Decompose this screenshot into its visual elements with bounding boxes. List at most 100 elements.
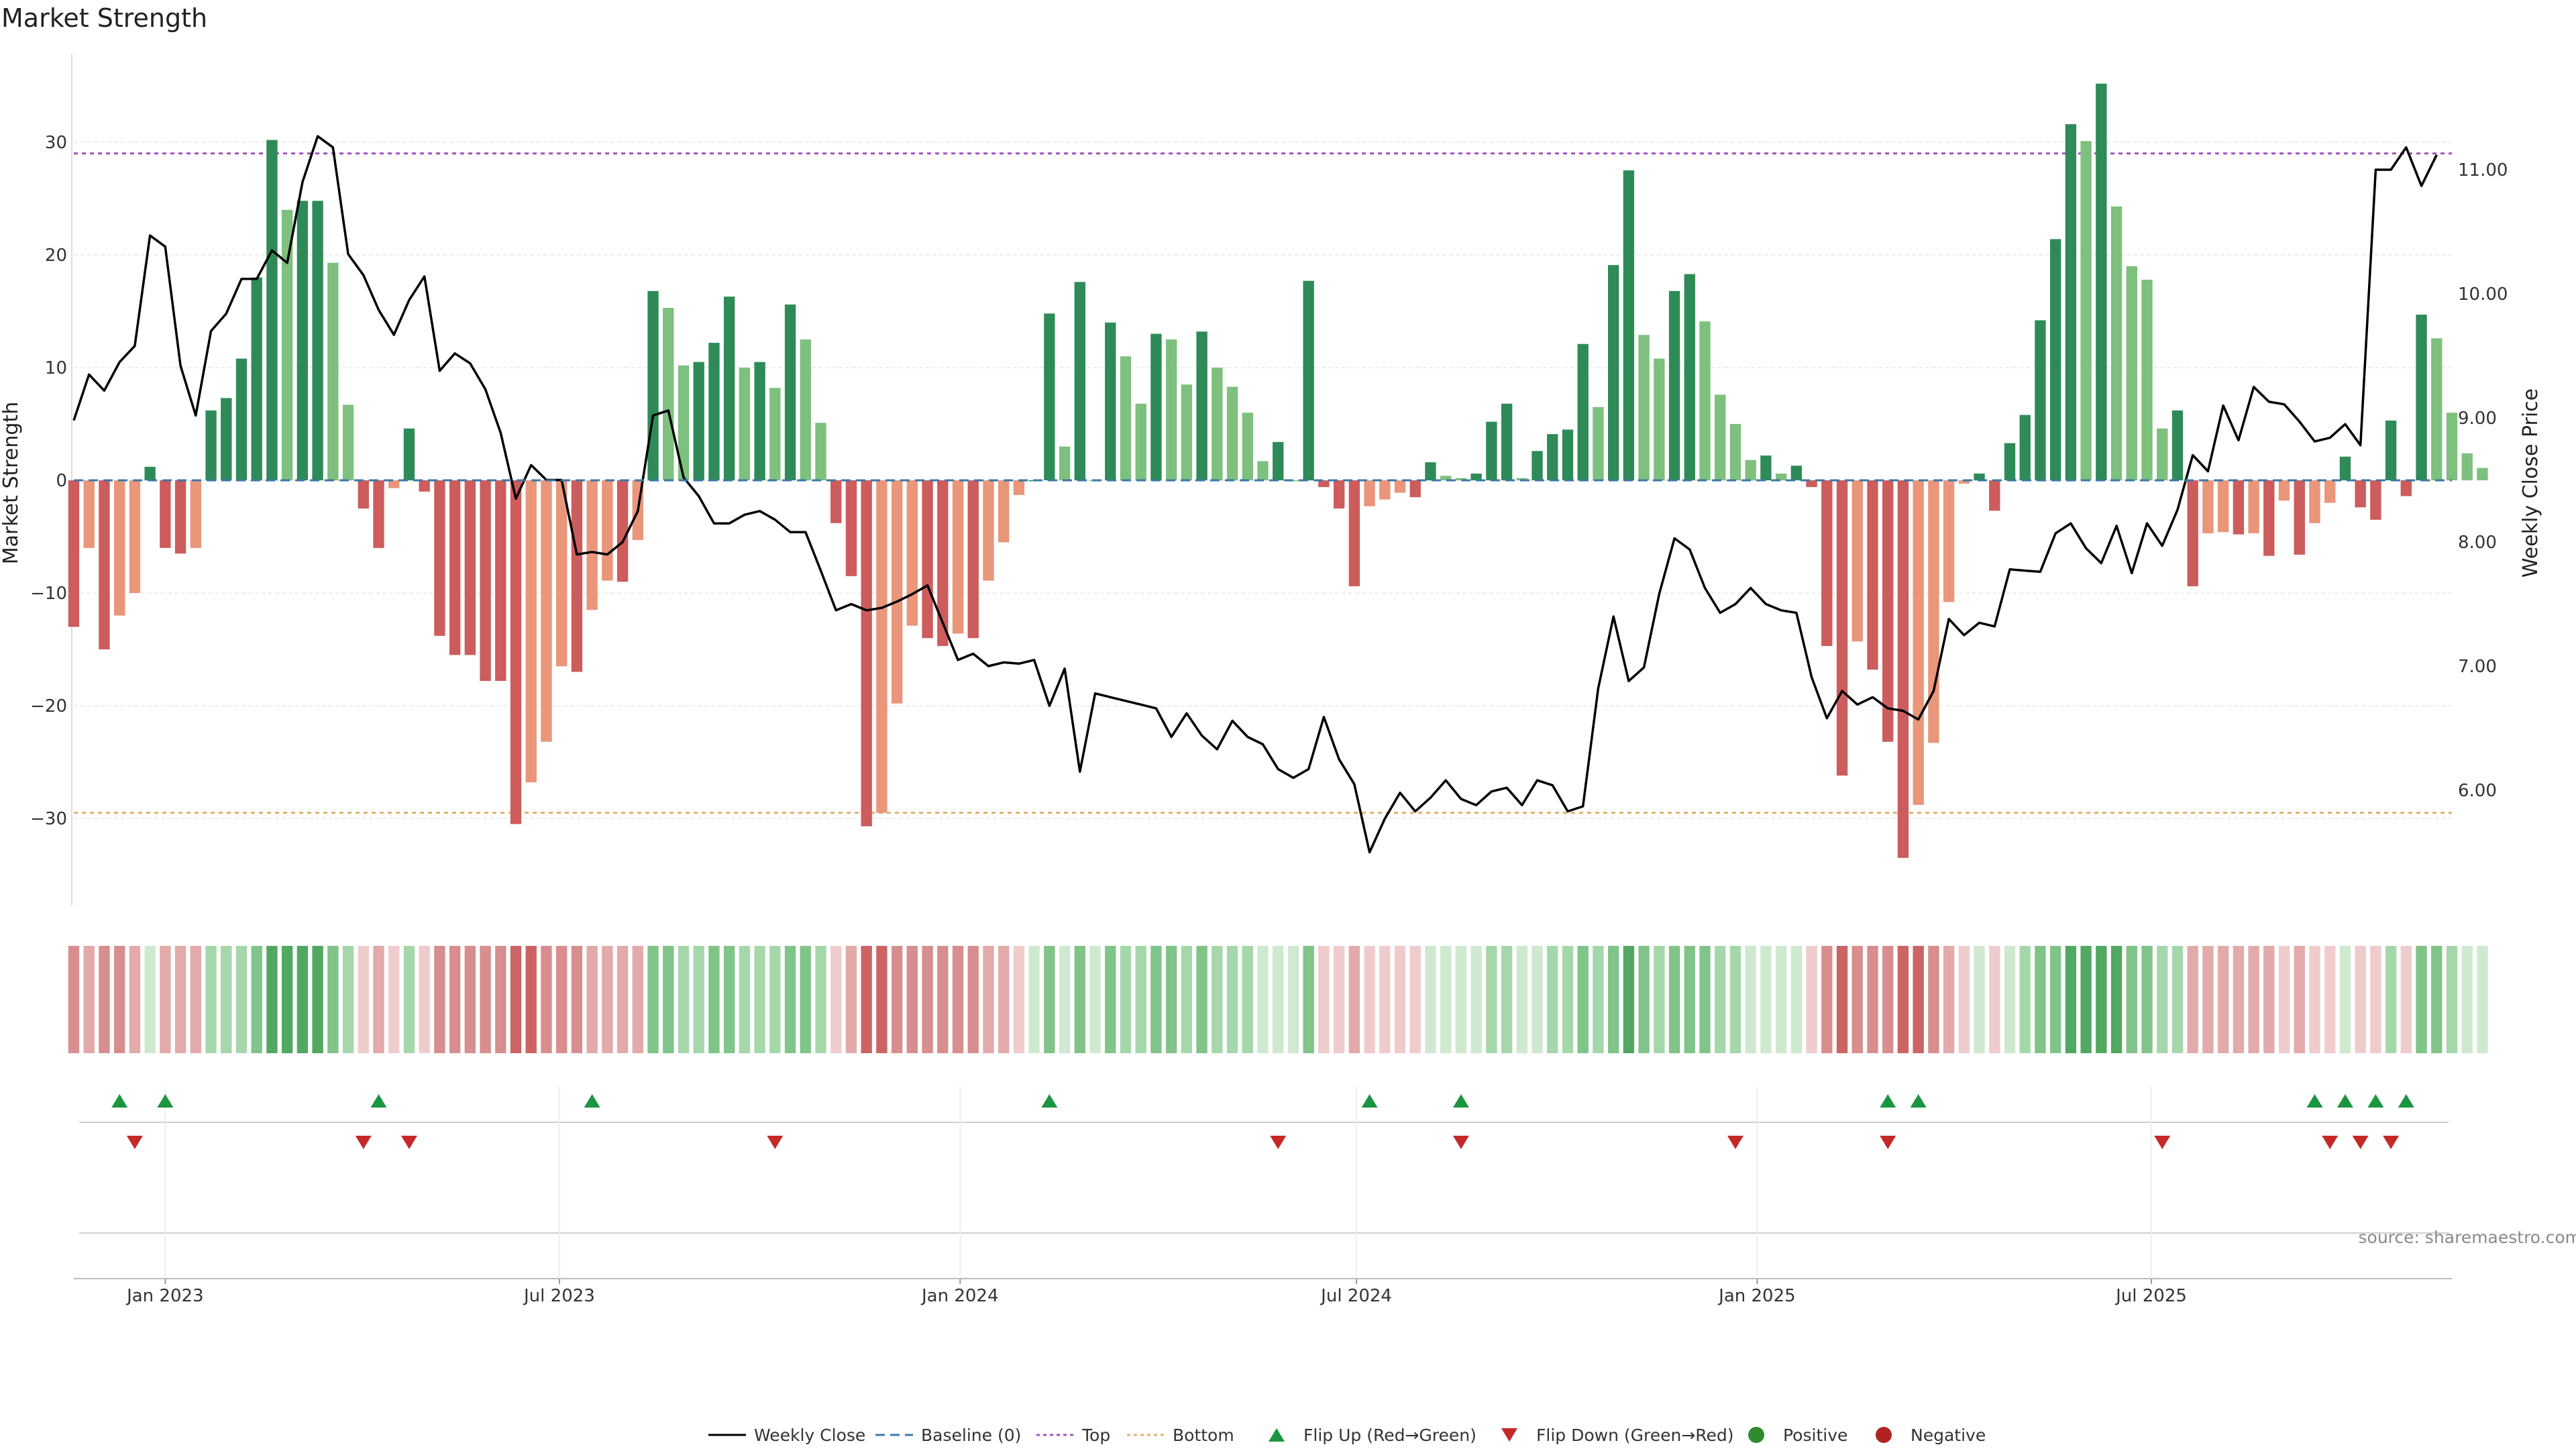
heat-cell	[2400, 946, 2412, 1053]
strength-bar	[2126, 266, 2137, 480]
heat-cell	[1867, 946, 1878, 1053]
heat-cell	[845, 946, 857, 1053]
strength-bar	[144, 466, 156, 480]
strength-bar	[2019, 415, 2031, 480]
heat-cell	[861, 946, 872, 1053]
heat-cell	[190, 946, 201, 1053]
strength-bar	[1425, 462, 1436, 480]
strength-bar	[83, 480, 95, 548]
heat-cell	[205, 946, 217, 1053]
heat-cell	[2035, 946, 2046, 1053]
heat-cell	[1364, 946, 1375, 1053]
heat-cell	[769, 946, 781, 1053]
heat-cell	[678, 946, 690, 1053]
strength-bar	[190, 480, 201, 548]
flip-down-marker	[2322, 1136, 2339, 1149]
heat-cell	[1943, 946, 1955, 1053]
legend-item: Negative	[1876, 1426, 1986, 1445]
flip-down-marker	[355, 1136, 372, 1149]
strength-bar	[1775, 473, 1787, 480]
strength-bar	[1486, 421, 1497, 480]
y-tick-right-label: 6.00	[2458, 781, 2497, 801]
legend-label: Top	[1081, 1426, 1110, 1445]
strength-bar	[388, 480, 400, 488]
y-ticks-left: 30 20 10 0 −10 −20 −30	[30, 133, 67, 829]
strength-bar	[1059, 446, 1071, 480]
legend-label: Bottom	[1173, 1426, 1234, 1445]
flip-down-marker	[2383, 1136, 2400, 1149]
heat-cell	[2080, 946, 2092, 1053]
strength-bar	[1333, 480, 1345, 508]
legend-label: Negative	[1911, 1426, 1986, 1445]
strength-bar	[1684, 274, 1695, 480]
heat-cell	[1287, 946, 1299, 1053]
heat-cell	[1165, 946, 1177, 1053]
strength-bar	[998, 480, 1010, 543]
strength-bar	[480, 480, 491, 682]
strength-bar	[174, 480, 186, 554]
strength-bar	[845, 480, 857, 576]
heat-cell	[1120, 946, 1132, 1053]
strength-bar	[2461, 453, 2473, 480]
strength-bar	[2049, 239, 2061, 480]
heat-cell	[144, 946, 156, 1053]
strength-bar	[99, 480, 110, 649]
legend-label: Baseline (0)	[921, 1426, 1021, 1445]
heat-cell	[373, 946, 384, 1053]
strength-bar	[693, 362, 704, 480]
flip-down-marker	[1727, 1136, 1743, 1149]
strength-bar	[967, 480, 979, 639]
heat-cell	[2157, 946, 2168, 1053]
strength-bar	[1654, 358, 1665, 480]
heat-cell	[434, 946, 445, 1053]
strength-bar	[2217, 480, 2229, 533]
heat-cell	[495, 946, 506, 1053]
strength-bar	[2263, 480, 2275, 556]
y-tick-left-label: 20	[45, 246, 67, 266]
flip-up-marker	[1880, 1094, 1896, 1108]
heat-cell	[1303, 946, 1314, 1053]
strength-bar	[1273, 441, 1284, 480]
strength-bar	[1851, 480, 1863, 642]
strength-bar	[68, 480, 80, 627]
strength-bar	[922, 480, 933, 639]
source-note: source: sharemaestro.com	[2359, 1228, 2576, 1247]
heat-cell	[1974, 946, 1985, 1053]
heat-cell	[1348, 946, 1360, 1053]
heat-cell	[403, 946, 415, 1053]
heat-cell	[2233, 946, 2245, 1053]
strength-bar	[1745, 460, 1756, 480]
flip-down-marker	[767, 1136, 784, 1149]
strength-bar	[1150, 333, 1162, 480]
heat-cell	[251, 946, 262, 1053]
heat-cell	[1242, 946, 1253, 1053]
strength-bar	[1470, 473, 1482, 480]
strength-bar	[2278, 480, 2290, 501]
heat-cell	[1821, 946, 1833, 1053]
strength-bar	[739, 368, 751, 480]
strength-bar	[678, 365, 690, 480]
heat-cell	[266, 946, 278, 1053]
flip-up-marker	[1910, 1094, 1927, 1108]
heat-cell	[2416, 946, 2427, 1053]
heat-cell	[1425, 946, 1436, 1053]
strength-bar	[2339, 456, 2351, 480]
flip-down-marker	[400, 1136, 417, 1149]
heat-cell	[1212, 946, 1223, 1053]
heat-cell	[129, 946, 141, 1053]
weekly-close-line	[72, 135, 2438, 854]
reference-lines	[74, 152, 2452, 814]
heat-cell	[1135, 946, 1146, 1053]
strength-bar	[906, 480, 918, 626]
strength-bar	[2171, 410, 2184, 480]
strength-bar	[1135, 403, 1146, 480]
heat-cell	[327, 946, 339, 1053]
legend-item: Flip Down (Green→Red)	[1501, 1426, 1734, 1445]
y-tick-right-label: 11.00	[2458, 160, 2508, 180]
heat-cell	[876, 946, 888, 1053]
y-tick-left-label: 30	[45, 133, 67, 153]
strength-bar	[1226, 386, 1238, 480]
legend-label: Positive	[1783, 1426, 1847, 1445]
strength-bar	[251, 277, 262, 480]
